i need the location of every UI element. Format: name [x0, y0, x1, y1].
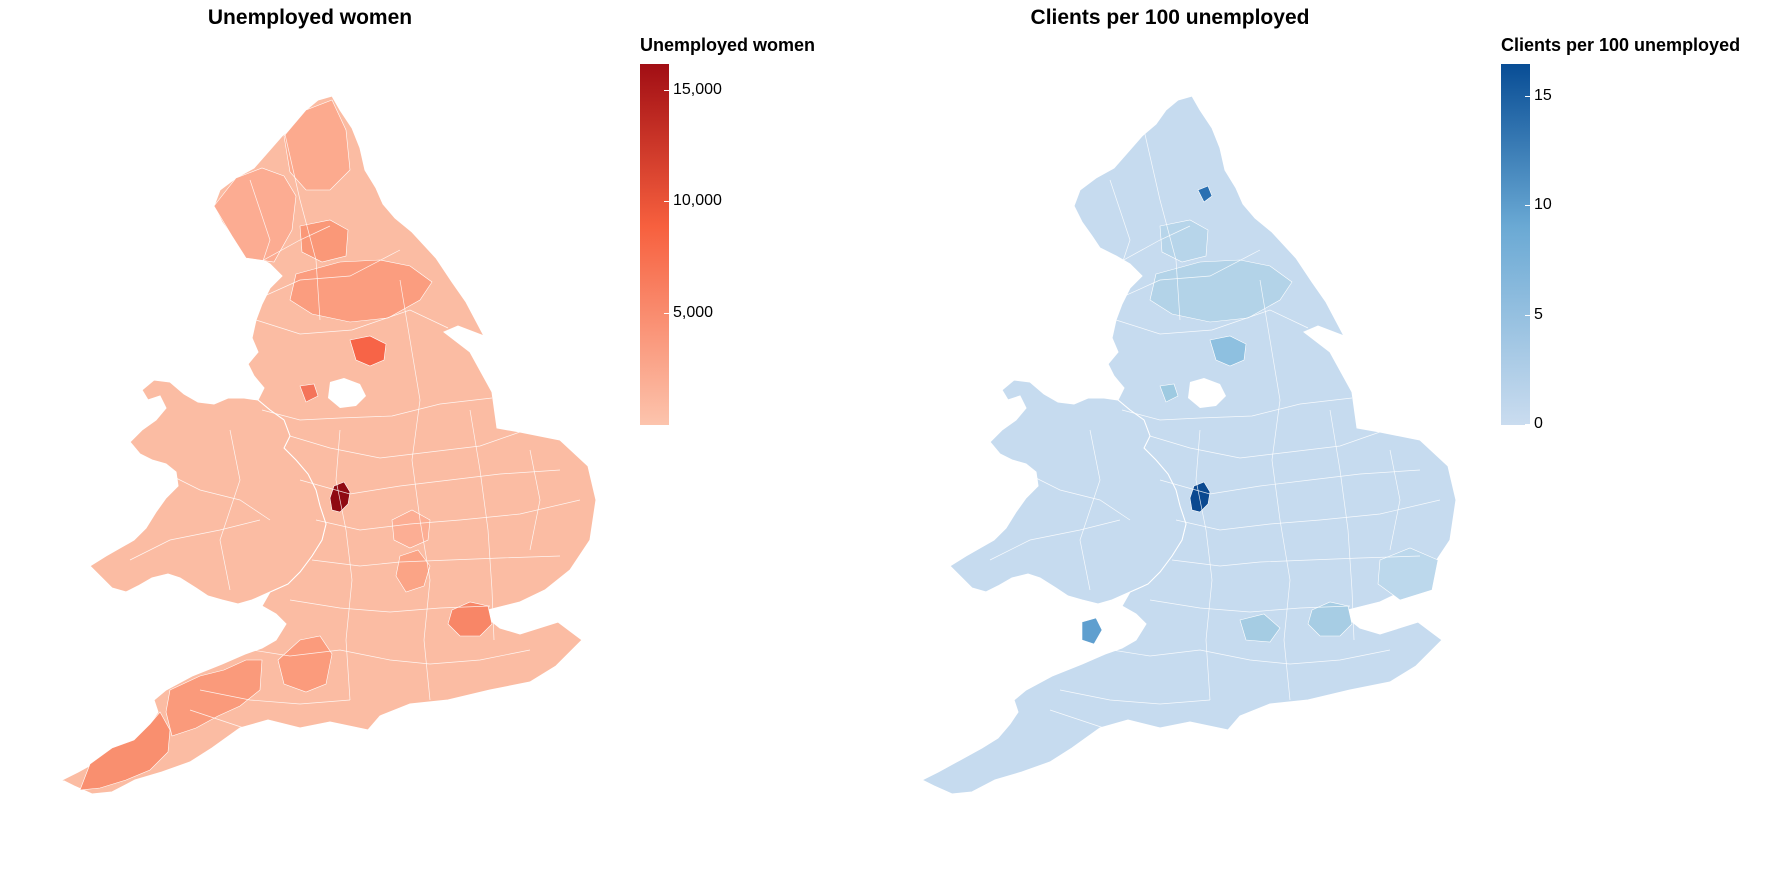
- region-north-yorkshire: [1149, 259, 1293, 323]
- boundary-line: [249, 179, 271, 301]
- boundary-line: [261, 397, 493, 421]
- boundary-line: [1059, 689, 1211, 705]
- boundary-line: [251, 649, 531, 665]
- boundary-line: [129, 519, 261, 561]
- legend-tick-label: 15,000: [664, 80, 722, 98]
- legend-title: Unemployed women: [640, 35, 816, 55]
- region-bristol: [1081, 617, 1103, 645]
- boundary-line: [1109, 179, 1131, 301]
- boundary-line: [1389, 449, 1401, 551]
- boundary-line: [1019, 469, 1131, 521]
- region-leeds: [349, 335, 387, 367]
- region-essex: [1377, 547, 1439, 601]
- boundary-line: [209, 249, 401, 299]
- boundary-line: [1159, 469, 1421, 495]
- choropleth-map: [920, 95, 1457, 795]
- boundary-line: [1069, 249, 1261, 299]
- boundary-line: [1149, 599, 1351, 613]
- map-title: Clients per 100 unemployed: [1030, 6, 1310, 29]
- boundary-line: [1149, 431, 1381, 459]
- boundary-line: [335, 429, 353, 701]
- boundary-line: [1259, 279, 1291, 701]
- boundary-line: [1115, 309, 1309, 335]
- legend: Clients per 100 unemployed 15 10 5 0: [1501, 35, 1771, 435]
- legend-colorbar: [1501, 64, 1530, 425]
- boundary-line: [283, 129, 321, 321]
- region-northamptonshire: [391, 509, 431, 549]
- region-newcastle: [1197, 185, 1213, 203]
- legend-tick-label: 5: [1525, 305, 1543, 323]
- region-london: [447, 601, 493, 637]
- legend-tick-label: 0: [1525, 415, 1543, 432]
- boundary-line: [1059, 225, 1191, 263]
- panel-clients-per-100: Clients per 100 unemployed Clients per 1…: [860, 0, 1773, 879]
- boundary-line: [311, 555, 561, 567]
- boundary-line: [189, 709, 251, 731]
- region-durham: [1159, 219, 1209, 263]
- boundary-line: [299, 469, 561, 495]
- legend-colorbar: [640, 64, 669, 425]
- legend-tick-label: 10: [1525, 196, 1552, 214]
- panel-unemployed-women: Unemployed women Unemployed women 15,000…: [0, 0, 880, 879]
- boundary-line: [219, 429, 241, 591]
- region-london: [1307, 601, 1353, 637]
- boundary-line: [159, 469, 271, 521]
- boundary-line: [469, 409, 495, 641]
- boundary-line: [289, 599, 491, 613]
- region-berkshire: [1239, 613, 1281, 643]
- estuary-water: [328, 378, 366, 408]
- boundary-line: [1175, 499, 1441, 531]
- region-north-yorkshire: [289, 259, 433, 323]
- boundary-line: [1195, 429, 1213, 701]
- estuary-water: [1188, 378, 1226, 408]
- region-buckinghamshire: [395, 549, 431, 593]
- boundary-line: [1329, 409, 1355, 641]
- region-cornwall: [79, 711, 171, 791]
- boundary-line: [199, 225, 331, 263]
- legend-tick-label: 10,000: [664, 192, 722, 210]
- region-leeds: [1209, 335, 1247, 367]
- boundary-line: [289, 431, 521, 459]
- region-durham: [299, 219, 349, 263]
- boundary-line: [1171, 555, 1421, 567]
- boundary-line: [1143, 129, 1181, 321]
- boundary-line: [1079, 429, 1101, 591]
- map-title: Unemployed women: [207, 6, 413, 29]
- boundary-line: [199, 689, 351, 705]
- region-cumbria: [213, 167, 297, 263]
- region-manchester: [1159, 383, 1179, 403]
- boundary-line: [315, 499, 581, 531]
- region-wiltshire: [277, 635, 333, 693]
- boundary-line: [255, 309, 449, 335]
- legend: Unemployed women 15,000 10,000 5,000: [640, 35, 860, 435]
- region-manchester: [299, 383, 319, 403]
- boundary-line: [399, 279, 431, 701]
- boundary-line: [989, 519, 1121, 561]
- region-devon: [165, 659, 263, 737]
- legend-title: Clients per 100 unemployed: [1501, 35, 1741, 55]
- boundary-line: [1111, 649, 1391, 665]
- boundary-line: [1121, 397, 1353, 421]
- boundary-line: [529, 449, 541, 551]
- choropleth-map: [60, 95, 597, 795]
- legend-tick-label: 5,000: [663, 303, 714, 321]
- legend-tick-label: 15: [1525, 86, 1552, 104]
- region-northumberland: [283, 99, 351, 191]
- boundary-line: [1049, 709, 1111, 731]
